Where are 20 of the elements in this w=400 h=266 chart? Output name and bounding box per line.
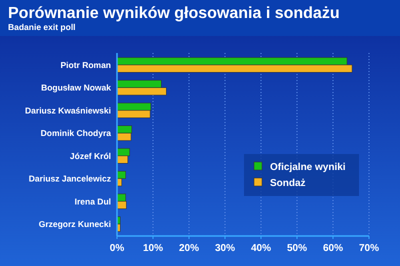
x-tick-label: 40% <box>250 243 272 254</box>
x-tick-label: 0% <box>110 243 124 254</box>
y-tick-label: Piotr Roman <box>60 60 111 70</box>
x-tick-label: 50% <box>286 243 308 254</box>
text: Badanie exit poll <box>8 22 76 32</box>
legend-label: Oficjalne wyniki <box>270 162 346 173</box>
y-tick-label: Grzegorz Kunecki <box>38 219 111 230</box>
chart-title: Porównanie wyników głosowania i sondażu <box>8 5 340 22</box>
x-tick-label: 10% <box>142 243 164 254</box>
y-tick-label: Dariusz Kwaśniewski <box>25 105 111 116</box>
y-tick-label: Dominik Chodyra <box>40 128 112 138</box>
y-tick-label: Irena Dul <box>74 196 111 206</box>
x-tick-label: 30% <box>214 243 236 254</box>
y-tick-label: Dariusz Jancelewicz <box>28 174 111 184</box>
y-tick-label: Bogusław Nowak <box>41 82 112 93</box>
x-tick-label: 60% <box>322 243 344 254</box>
legend-label: Sondaż <box>270 178 306 189</box>
x-tick-label: 20% <box>178 243 200 254</box>
x-tick-label: 70% <box>358 243 380 254</box>
y-tick-label: Józef Król <box>70 150 111 161</box>
